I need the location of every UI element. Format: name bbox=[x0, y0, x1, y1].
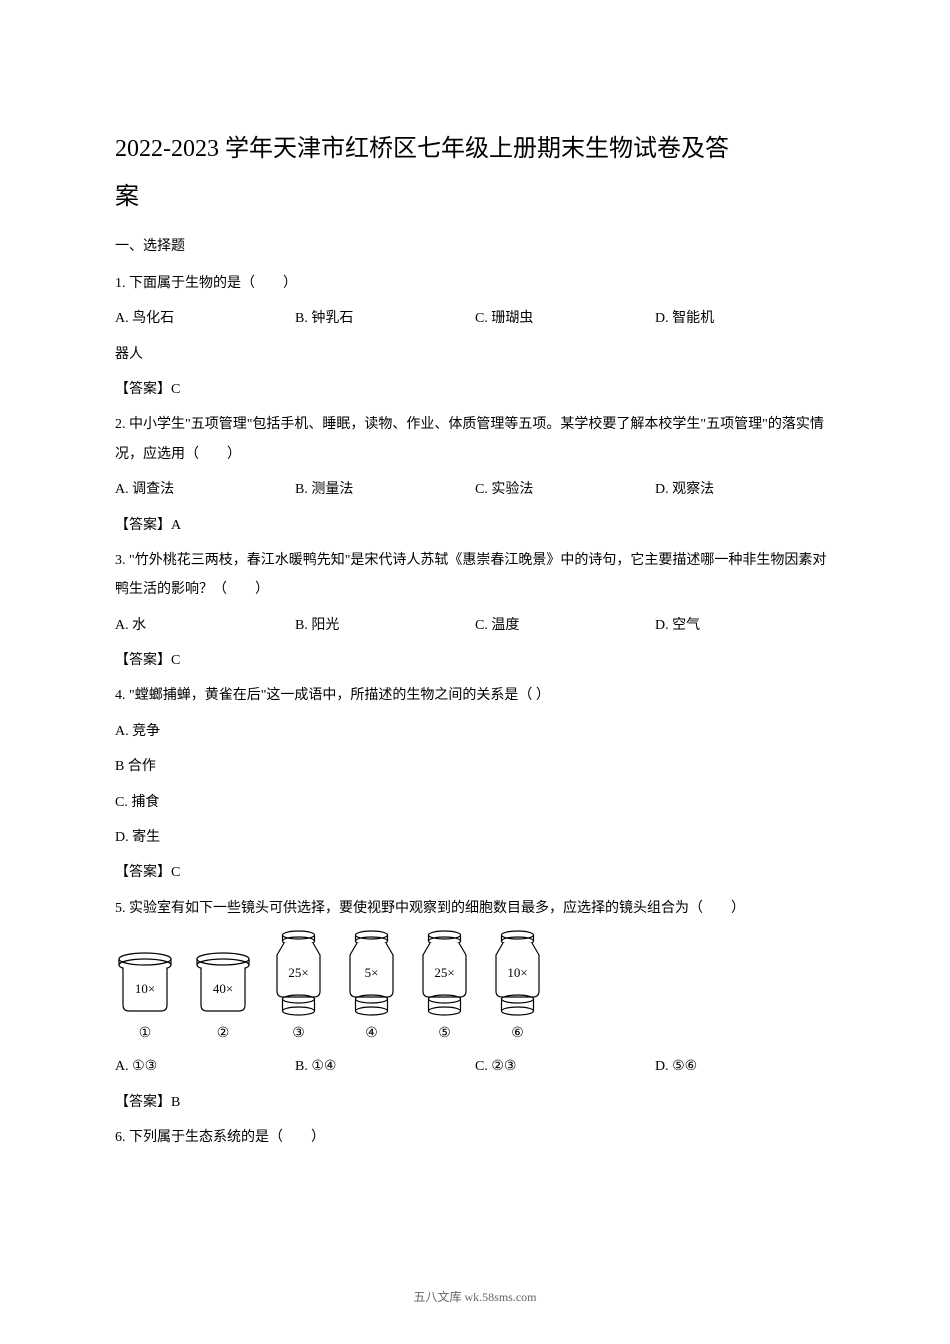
lens-4: 5× bbox=[344, 929, 399, 1019]
svg-text:25×: 25× bbox=[288, 965, 308, 980]
q2-opt-a: A. 调查法 bbox=[115, 475, 295, 504]
q3-opt-a: A. 水 bbox=[115, 611, 295, 640]
objective-icon: 25× bbox=[271, 929, 326, 1019]
q5-opt-b: B. ①④ bbox=[295, 1052, 475, 1081]
svg-text:25×: 25× bbox=[434, 965, 454, 980]
lens-label-3: ③ bbox=[271, 1021, 326, 1046]
q3-opt-b: B. 阳光 bbox=[295, 611, 475, 640]
lens-5: 25× bbox=[417, 929, 472, 1019]
q3-opt-d: D. 空气 bbox=[655, 611, 700, 640]
q1-opt-b: B. 钟乳石 bbox=[295, 304, 475, 333]
lens-label-1: ① bbox=[115, 1021, 175, 1046]
q3-text: 3. "竹外桃花三两枝，春江水暖鸭先知"是宋代诗人苏轼《惠崇春江晚景》中的诗句，… bbox=[115, 546, 835, 605]
q4-opt-a: A. 竞争 bbox=[115, 717, 835, 746]
q2-opt-c: C. 实验法 bbox=[475, 475, 655, 504]
q6-text: 6. 下列属于生态系统的是（ ） bbox=[115, 1123, 835, 1152]
q3-opt-c: C. 温度 bbox=[475, 611, 655, 640]
q2-text: 2. 中小学生"五项管理"包括手机、睡眠，读物、作业、体质管理等五项。某学校要了… bbox=[115, 410, 835, 469]
q5-opt-c: C. ②③ bbox=[475, 1052, 655, 1081]
lens-labels: ① ② ③ ④ ⑤ ⑥ bbox=[115, 1021, 835, 1046]
q3-options: A. 水 B. 阳光 C. 温度 D. 空气 bbox=[115, 611, 835, 640]
q2-answer: 【答案】A bbox=[115, 511, 835, 540]
lens-label-6: ⑥ bbox=[490, 1021, 545, 1046]
q1-opt-d-wrap: 器人 bbox=[115, 340, 835, 369]
q4-opt-c: C. 捕食 bbox=[115, 788, 835, 817]
lens-diagram: 10× 40× 25× bbox=[115, 929, 835, 1019]
eyepiece-icon: 40× bbox=[193, 951, 253, 1019]
q5-text: 5. 实验室有如下一些镜头可供选择，要使视野中观察到的细胞数目最多，应选择的镜头… bbox=[115, 894, 835, 923]
document-title-line1: 2022-2023 学年天津市红桥区七年级上册期末生物试卷及答 bbox=[115, 130, 835, 168]
eyepiece-icon: 10× bbox=[115, 951, 175, 1019]
q1-opt-c: C. 珊瑚虫 bbox=[475, 304, 655, 333]
q1-opt-a: A. 鸟化石 bbox=[115, 304, 295, 333]
lens-label-2: ② bbox=[193, 1021, 253, 1046]
q1-options: A. 鸟化石 B. 钟乳石 C. 珊瑚虫 D. 智能机 bbox=[115, 304, 835, 333]
q4-answer: 【答案】C bbox=[115, 858, 835, 887]
section-heading: 一、选择题 bbox=[115, 234, 835, 259]
svg-text:5×: 5× bbox=[365, 965, 379, 980]
svg-text:40×: 40× bbox=[213, 981, 233, 996]
svg-text:10×: 10× bbox=[135, 981, 155, 996]
q4-opt-d: D. 寄生 bbox=[115, 823, 835, 852]
objective-icon: 25× bbox=[417, 929, 472, 1019]
q5-opt-a: A. ①③ bbox=[115, 1052, 295, 1081]
lens-2: 40× bbox=[193, 951, 253, 1019]
lens-1: 10× bbox=[115, 951, 175, 1019]
lens-label-4: ④ bbox=[344, 1021, 399, 1046]
q4-text: 4. "螳螂捕蝉，黄雀在后"这一成语中，所描述的生物之间的关系是（ ） bbox=[115, 681, 835, 710]
q1-answer: 【答案】C bbox=[115, 375, 835, 404]
lens-3: 25× bbox=[271, 929, 326, 1019]
q2-opt-d: D. 观察法 bbox=[655, 475, 714, 504]
footer-text: 五八文库 wk.58sms.com bbox=[0, 1287, 950, 1309]
document-title-line2: 案 bbox=[115, 176, 835, 219]
q2-options: A. 调查法 B. 测量法 C. 实验法 D. 观察法 bbox=[115, 475, 835, 504]
q5-options: A. ①③ B. ①④ C. ②③ D. ⑤⑥ bbox=[115, 1052, 835, 1081]
q5-answer: 【答案】B bbox=[115, 1088, 835, 1117]
q4-opt-b: B 合作 bbox=[115, 752, 835, 781]
objective-icon: 10× bbox=[490, 929, 545, 1019]
svg-text:10×: 10× bbox=[507, 965, 527, 980]
q3-answer: 【答案】C bbox=[115, 646, 835, 675]
objective-icon: 5× bbox=[344, 929, 399, 1019]
q1-opt-d: D. 智能机 bbox=[655, 304, 714, 333]
q5-opt-d: D. ⑤⑥ bbox=[655, 1052, 697, 1081]
lens-label-5: ⑤ bbox=[417, 1021, 472, 1046]
q2-opt-b: B. 测量法 bbox=[295, 475, 475, 504]
q1-text: 1. 下面属于生物的是（ ） bbox=[115, 269, 835, 298]
lens-6: 10× bbox=[490, 929, 545, 1019]
